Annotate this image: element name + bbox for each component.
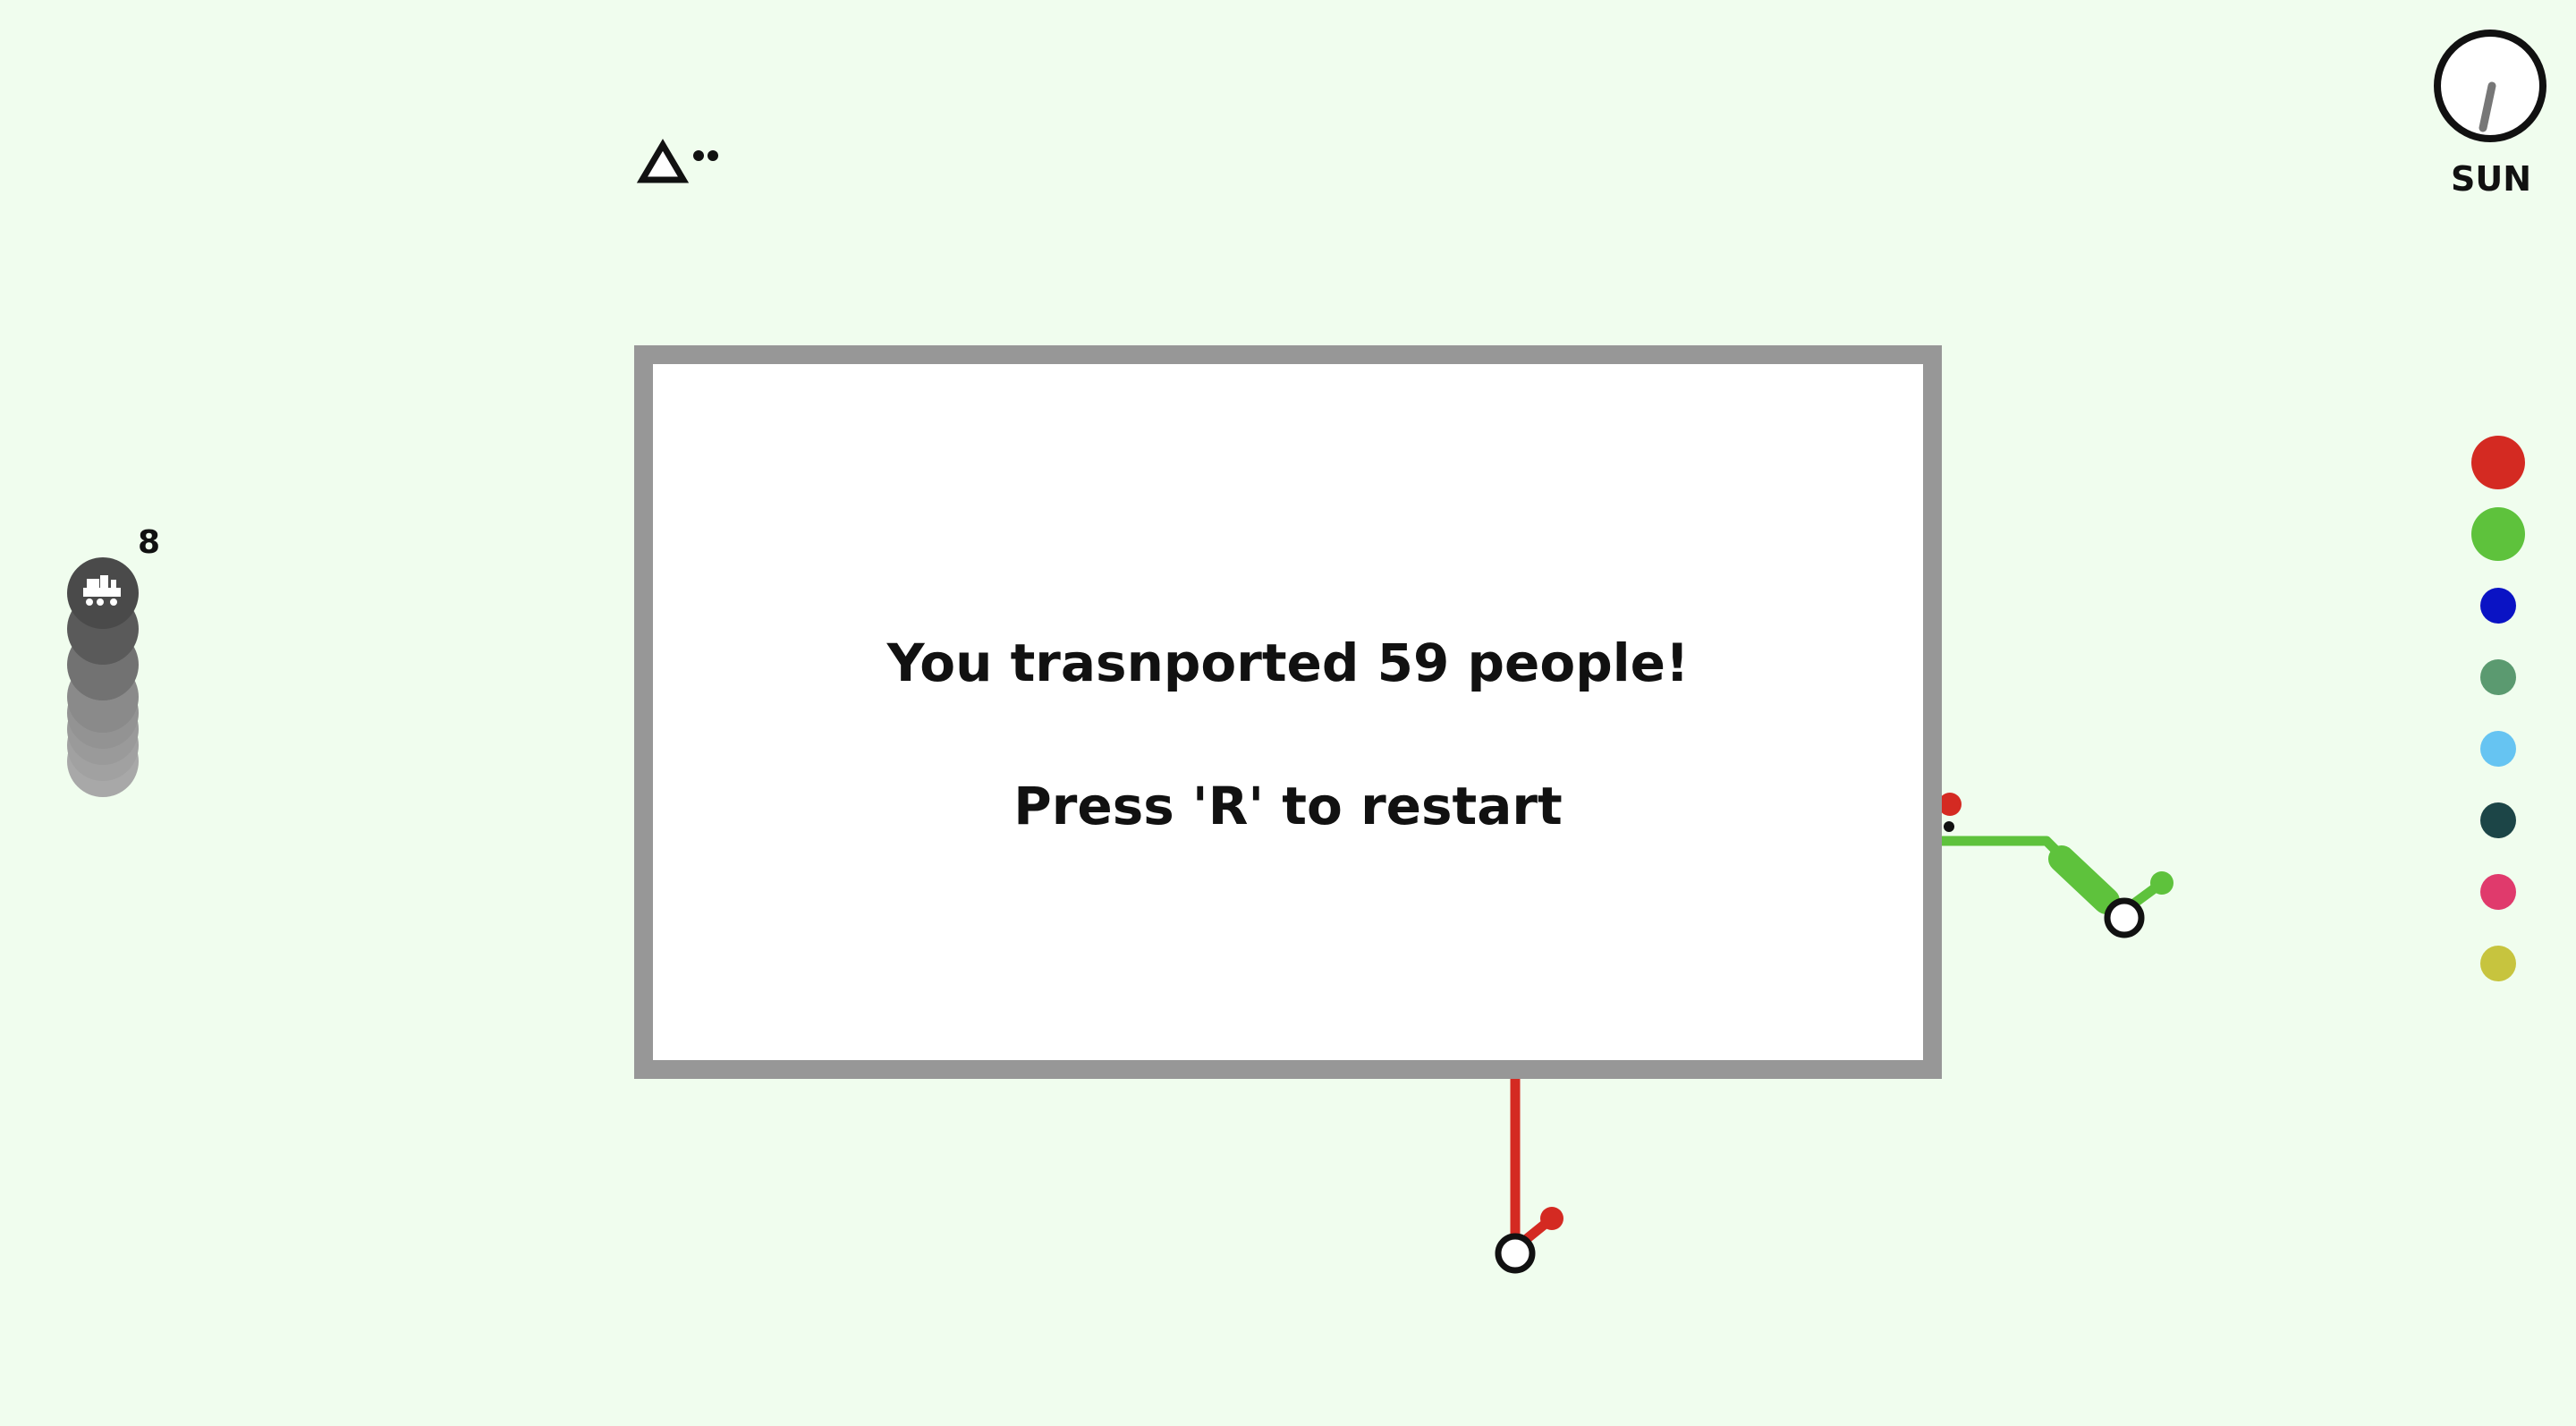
triangle-station[interactable] bbox=[636, 139, 690, 183]
line-selector-green[interactable] bbox=[2471, 507, 2525, 561]
locomotive-icon bbox=[83, 575, 121, 606]
line-selector-olive-yellow[interactable] bbox=[2480, 946, 2516, 981]
line-selector-blue[interactable] bbox=[2480, 588, 2516, 624]
clock-day-label: SUN bbox=[2451, 159, 2532, 199]
circle-station-east[interactable] bbox=[2104, 897, 2145, 938]
train-count: 8 bbox=[138, 524, 161, 561]
line-selector-pink[interactable] bbox=[2480, 874, 2516, 910]
green-train bbox=[2048, 845, 2120, 914]
green-line-terminus-handle[interactable] bbox=[2150, 871, 2174, 895]
restart-message: Press 'R' to restart bbox=[1013, 776, 1563, 836]
passenger-circle bbox=[708, 150, 718, 161]
clock-hand bbox=[2479, 81, 2496, 132]
circle-station-south[interactable] bbox=[1495, 1233, 1536, 1274]
passenger-circle bbox=[1944, 821, 1954, 832]
game-over-dialog: You trasnported 59 people! Press 'R' to … bbox=[634, 345, 1942, 1079]
line-selector-dark-teal[interactable] bbox=[2480, 802, 2516, 838]
passenger-circle bbox=[693, 150, 704, 161]
train-stack[interactable] bbox=[67, 557, 139, 797]
red-line-terminus-handle[interactable] bbox=[1540, 1207, 1563, 1230]
red-line-end-handle[interactable] bbox=[1938, 793, 1962, 816]
score-message: You trasnported 59 people! bbox=[886, 632, 1690, 693]
line-selector-sea-green[interactable] bbox=[2480, 659, 2516, 695]
line-selector-red[interactable] bbox=[2471, 436, 2525, 489]
line-selector-sky-blue[interactable] bbox=[2480, 731, 2516, 767]
